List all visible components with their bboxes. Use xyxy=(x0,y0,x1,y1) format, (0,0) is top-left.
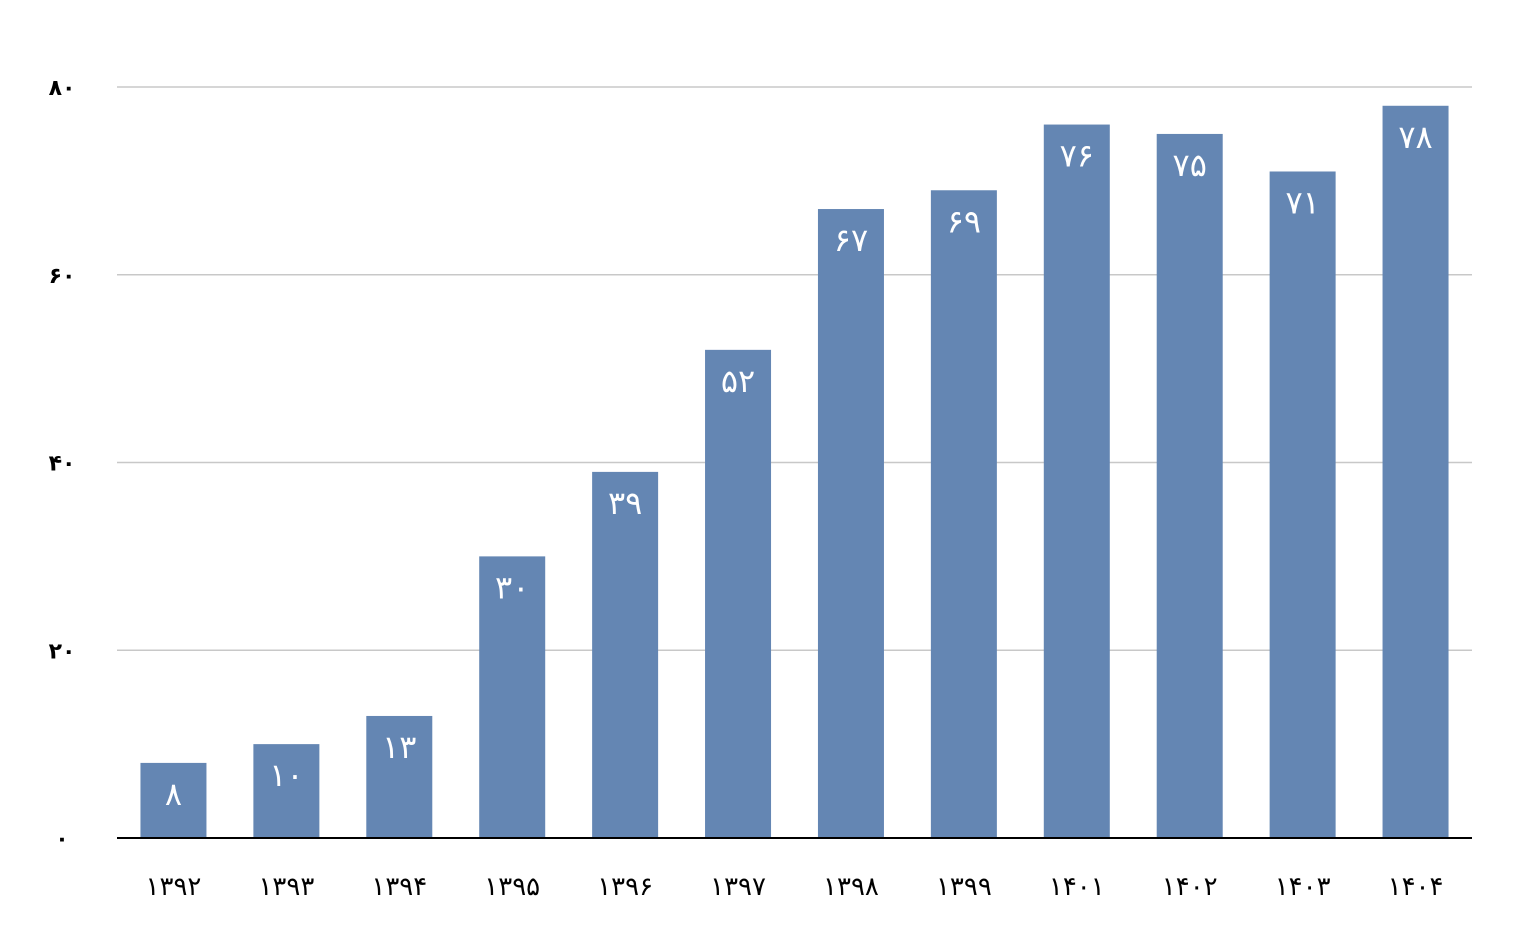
bar xyxy=(1269,171,1336,839)
x-tick-label: ۱۴۰۲ xyxy=(1162,872,1218,902)
data-label: ۸ xyxy=(165,775,182,813)
data-label: ۳۰ xyxy=(495,568,529,606)
data-label: ۱۰ xyxy=(269,756,303,794)
bar xyxy=(592,471,659,838)
data-label: ۳۹ xyxy=(608,484,642,522)
bar xyxy=(1156,133,1223,838)
x-tick-label: ۱۳۹۹ xyxy=(936,872,992,902)
x-tick-label: ۱۳۹۵ xyxy=(484,872,540,902)
gridlines xyxy=(117,86,1472,651)
data-label: ۶۷ xyxy=(834,221,868,259)
bar xyxy=(705,349,772,838)
y-tick-label: ۴۰ xyxy=(49,452,76,477)
x-tick-label: ۱۳۹۷ xyxy=(710,872,766,902)
bars xyxy=(140,105,1449,839)
x-tick-label: ۱۳۹۶ xyxy=(597,872,653,902)
x-tick-label: ۱۴۰۴ xyxy=(1388,872,1444,902)
y-tick-label: ۸۰ xyxy=(49,76,76,101)
bar xyxy=(930,190,997,838)
data-label: ۷۵ xyxy=(1173,146,1207,184)
bar xyxy=(366,715,433,838)
data-label: ۷۸ xyxy=(1398,118,1432,156)
x-tick-label: ۱۳۹۸ xyxy=(823,872,879,902)
labels: ۸ ۱۰ ۱۳ ۳۰ ۳۹ ۵۲ ۶۷ ۶۹ ۷۶ ۷۵ ۷۱ ۷۸ xyxy=(165,118,1433,813)
bar xyxy=(140,762,207,838)
bar xyxy=(817,209,884,839)
x-tick-label: ۱۴۰۱ xyxy=(1049,872,1105,902)
y-tick-label: ۰ xyxy=(55,827,68,852)
bar xyxy=(1043,124,1110,839)
x-tick-label: ۱۳۹۴ xyxy=(371,872,427,902)
data-label: ۷۶ xyxy=(1060,137,1094,175)
bar xyxy=(1382,105,1449,838)
data-label: ۶۹ xyxy=(947,202,981,240)
x-tick-label: ۱۴۰۳ xyxy=(1275,872,1331,902)
bar xyxy=(479,556,546,838)
y-tick-label: ۲۰ xyxy=(49,639,76,664)
data-label: ۷۱ xyxy=(1285,183,1319,221)
data-label: ۵۲ xyxy=(721,362,755,400)
bar xyxy=(253,744,320,838)
y-tick-label: ۶۰ xyxy=(49,264,76,289)
axes: ۰ ۲۰ ۴۰ ۶۰ ۸۰ ۱۳۹۲ ۱۳۹۳ ۱۳۹۴ ۱۳۹۵ ۱۳۹۶ ۱۳۹۷ ۱۳۹۸ ۱۳۹… xyxy=(49,76,1472,902)
x-tick-label: ۱۳۹۲ xyxy=(146,872,202,902)
data-label: ۱۳ xyxy=(382,728,416,766)
x-tick-label: ۱۳۹۳ xyxy=(258,872,314,902)
